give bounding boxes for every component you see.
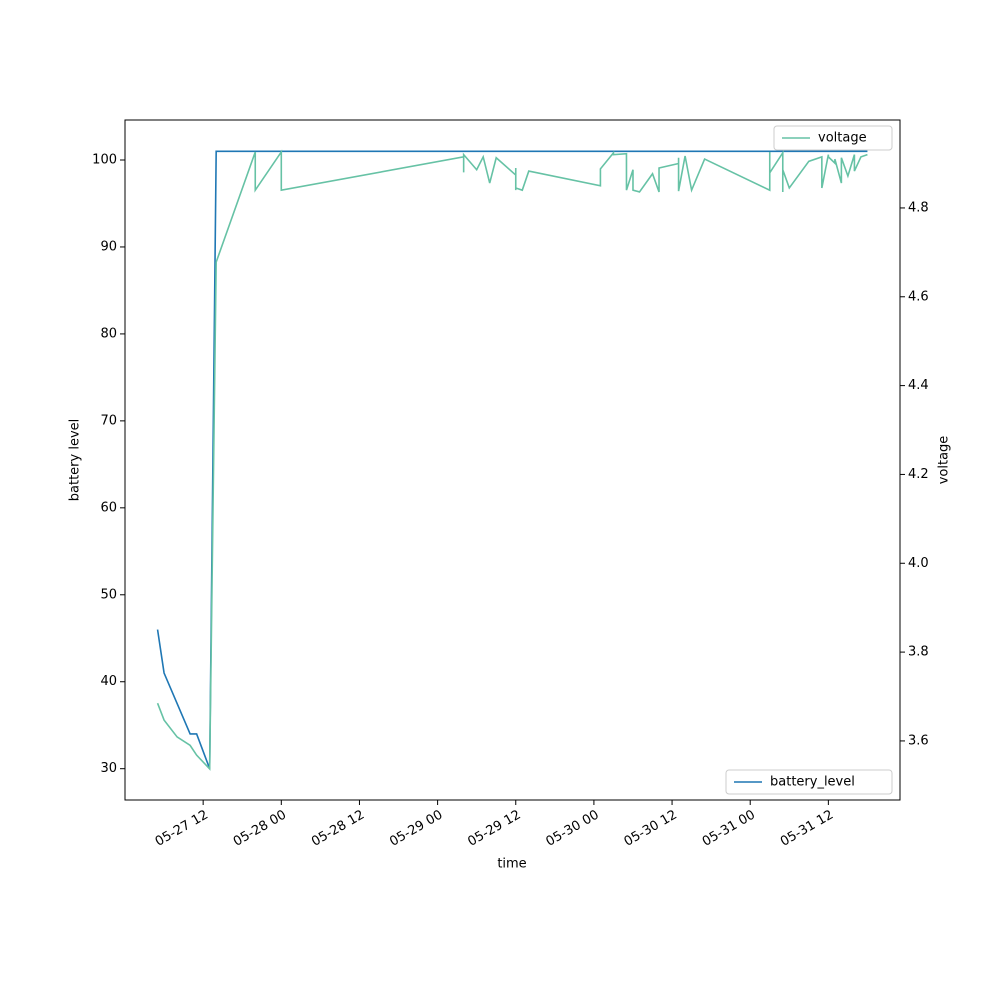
y2-tick-label: 3.8	[908, 645, 929, 660]
y-axis-label: battery level	[68, 419, 83, 502]
y-tick-label: 90	[100, 239, 117, 254]
line	[156, 149, 868, 771]
legend-label: battery_level	[770, 775, 855, 790]
y2-tick-label: 4.8	[908, 200, 929, 215]
x-tick-label: 05-30 00	[544, 808, 602, 850]
y-tick-label: 40	[100, 674, 117, 689]
y2-tick-label: 4.6	[908, 289, 929, 304]
y-tick-label: 60	[100, 500, 117, 515]
y-tick-label: 80	[100, 326, 117, 341]
y2-tick-label: 4.4	[908, 378, 929, 393]
x-tick-label: 05-29 00	[387, 808, 445, 850]
y-tick-label: 100	[92, 153, 117, 168]
x-tick-label: 05-27 12	[153, 808, 211, 850]
y-tick-label: 70	[100, 413, 117, 428]
line	[156, 150, 868, 769]
x-tick-label: 05-29 12	[465, 808, 523, 850]
y2-tick-label: 3.6	[908, 733, 929, 748]
legend-box	[725, 769, 893, 795]
legend-label: voltage	[818, 131, 867, 146]
y2-tick-label: 4.2	[908, 467, 929, 482]
y2-tick-label: 4.0	[908, 556, 929, 571]
plot-frame	[124, 119, 901, 801]
x-axis-label: time	[497, 857, 526, 872]
x-tick-label: 05-31 00	[700, 808, 758, 850]
legend-box	[773, 125, 893, 151]
x-tick-label: 05-30 12	[622, 808, 680, 850]
x-tick-label: 05-28 00	[231, 808, 289, 850]
x-tick-label: 05-31 12	[778, 808, 836, 850]
y-tick-label: 30	[100, 761, 117, 776]
y2-axis-label: voltage	[937, 436, 952, 485]
y-tick-label: 50	[100, 587, 117, 602]
x-tick-label: 05-28 12	[309, 808, 367, 850]
